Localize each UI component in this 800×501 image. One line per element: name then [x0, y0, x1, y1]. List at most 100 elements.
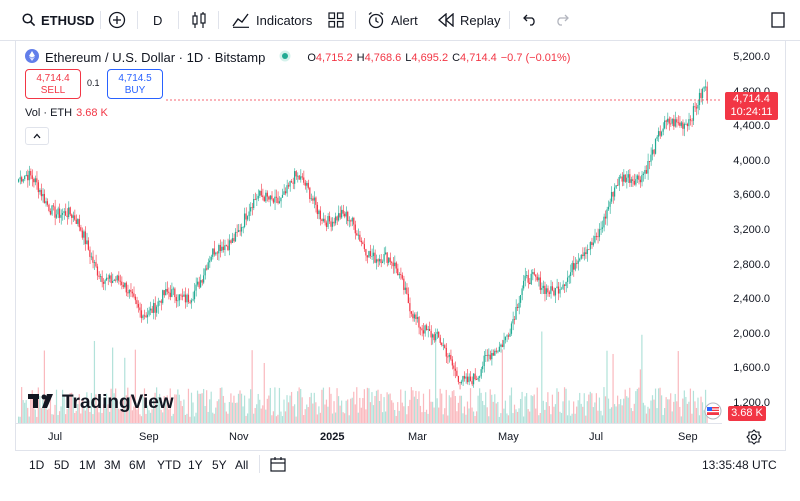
fullscreen-button[interactable] [771, 0, 785, 40]
range-button-5d[interactable]: 5D [54, 458, 70, 472]
candle-body [378, 259, 381, 262]
candle-body [689, 119, 692, 121]
volume-bar [174, 394, 176, 423]
volume-bar [497, 401, 499, 423]
volume-bar [118, 408, 120, 423]
volume-bar [580, 403, 582, 423]
volume-bar [128, 396, 130, 423]
time-tick-label: Jul [48, 431, 63, 443]
volume-bar [102, 404, 105, 423]
low-label: L [405, 51, 412, 64]
candle-body [65, 211, 67, 216]
alert-button[interactable]: Alert [367, 0, 418, 40]
candle-body [454, 368, 456, 371]
volume-bar [130, 395, 132, 423]
range-button-all[interactable]: All [235, 458, 249, 472]
volume-bar [583, 393, 585, 423]
volume-bar [541, 331, 543, 423]
volume-bar [445, 389, 447, 423]
volume-bar [181, 406, 183, 423]
goto-date-button[interactable] [270, 456, 286, 477]
replay-button[interactable]: Replay [438, 0, 500, 40]
candle-body [527, 275, 529, 283]
time-axis[interactable]: Jul Sep Nov 2025 Mar May Jul Sep [16, 423, 722, 450]
candle-body [683, 123, 685, 129]
volume-bar [306, 404, 308, 423]
candle-body [231, 238, 234, 243]
range-button-3m[interactable]: 3M [104, 458, 121, 472]
volume-bar [601, 415, 604, 423]
volume-bar [131, 410, 133, 423]
range-button-6m[interactable]: 6M [129, 458, 146, 472]
volume-bar [357, 412, 359, 423]
candle-body [416, 317, 419, 320]
sell-button[interactable]: 4,714.4 SELL [25, 69, 81, 99]
price-chart[interactable] [16, 41, 722, 423]
candle-body [33, 178, 35, 183]
range-button-5y[interactable]: 5Y [212, 458, 227, 472]
candle-body [325, 222, 328, 227]
volume-bar [688, 401, 690, 423]
volume-bar [598, 397, 601, 423]
layouts-button[interactable] [328, 0, 344, 40]
candle-body [315, 197, 317, 205]
volume-bar [532, 396, 534, 423]
indicators-icon [232, 12, 250, 28]
volume-bar [438, 407, 440, 423]
range-button-1m[interactable]: 1M [79, 458, 96, 472]
candle-body [613, 187, 616, 197]
volume-bar [618, 404, 620, 423]
candle-body [610, 191, 613, 202]
candle-body [344, 213, 346, 217]
candle-body [181, 295, 183, 297]
candle-body [494, 350, 496, 356]
indicators-button[interactable]: Indicators [232, 0, 312, 40]
volume-bar [356, 387, 358, 423]
candle-body [213, 248, 215, 255]
volume-bar [209, 399, 211, 423]
volume-bar [248, 398, 250, 423]
volume-bar [686, 403, 688, 423]
candle-body [603, 216, 605, 228]
volume-bar [193, 416, 196, 423]
candle-body [75, 219, 77, 224]
tradingview-logo[interactable]: TradingView [28, 392, 174, 414]
volume-bar [189, 416, 191, 423]
undo-button[interactable] [523, 0, 537, 40]
candle-body [422, 330, 425, 334]
chart-type-button[interactable] [191, 0, 207, 40]
interval-button[interactable]: D [153, 0, 162, 40]
range-button-ytd[interactable]: YTD [157, 458, 181, 472]
collapse-legend-button[interactable] [25, 127, 49, 145]
candle-body [516, 306, 519, 309]
volume-bar [218, 399, 220, 423]
candle-body [292, 182, 294, 184]
volume-bar [68, 397, 70, 423]
compare-symbol-button[interactable] [108, 0, 126, 40]
candle-body [598, 229, 601, 238]
volume-bar [659, 387, 661, 423]
volume-bar [198, 393, 200, 423]
undo-icon [523, 14, 537, 26]
volume-bar [392, 402, 394, 423]
volume-bar [125, 395, 127, 423]
candle-body [215, 252, 217, 255]
utc-clock[interactable]: 13:35:48 UTC [702, 458, 777, 472]
chart-pane[interactable] [16, 41, 722, 423]
volume-bar [648, 408, 651, 423]
candle-body [163, 290, 165, 296]
spread-value: 0.1 [87, 78, 100, 88]
volume-bar [454, 396, 456, 423]
candle-body [42, 193, 44, 197]
candle-body [86, 240, 88, 244]
volume-bar [536, 387, 538, 423]
range-button-1y[interactable]: 1Y [188, 458, 203, 472]
buy-button[interactable]: 4,714.5 BUY [107, 69, 163, 99]
symbol-search[interactable]: ETHUSD [22, 0, 94, 40]
volume-bar [116, 408, 118, 423]
volume-bar [321, 389, 323, 423]
redo-button[interactable] [555, 0, 569, 40]
chart-settings-button[interactable] [746, 429, 762, 450]
candle-body [290, 181, 293, 183]
range-button-1d[interactable]: 1D [29, 458, 45, 472]
